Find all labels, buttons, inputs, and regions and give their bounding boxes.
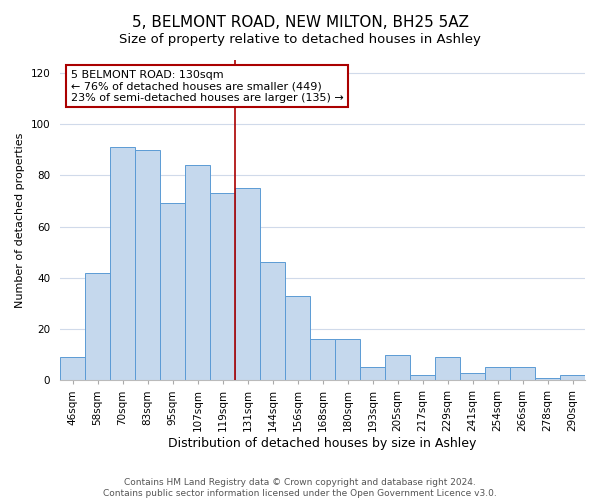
Bar	[410, 375, 435, 380]
Text: 5 BELMONT ROAD: 130sqm
← 76% of detached houses are smaller (449)
23% of semi-de: 5 BELMONT ROAD: 130sqm ← 76% of detached…	[71, 70, 343, 103]
Bar	[360, 368, 385, 380]
Bar	[485, 368, 510, 380]
X-axis label: Distribution of detached houses by size in Ashley: Distribution of detached houses by size …	[169, 437, 477, 450]
Bar	[560, 375, 585, 380]
Bar	[510, 368, 535, 380]
Y-axis label: Number of detached properties: Number of detached properties	[15, 132, 25, 308]
Bar	[135, 150, 160, 380]
Bar	[535, 378, 560, 380]
Bar	[310, 340, 335, 380]
Bar	[460, 372, 485, 380]
Text: Size of property relative to detached houses in Ashley: Size of property relative to detached ho…	[119, 32, 481, 46]
Text: 5, BELMONT ROAD, NEW MILTON, BH25 5AZ: 5, BELMONT ROAD, NEW MILTON, BH25 5AZ	[131, 15, 469, 30]
Bar	[435, 357, 460, 380]
Bar	[160, 204, 185, 380]
Bar	[235, 188, 260, 380]
Bar	[385, 354, 410, 380]
Bar	[60, 357, 85, 380]
Bar	[185, 165, 210, 380]
Bar	[285, 296, 310, 380]
Bar	[260, 262, 285, 380]
Bar	[335, 340, 360, 380]
Bar	[210, 193, 235, 380]
Bar	[110, 147, 135, 380]
Bar	[85, 272, 110, 380]
Text: Contains HM Land Registry data © Crown copyright and database right 2024.
Contai: Contains HM Land Registry data © Crown c…	[103, 478, 497, 498]
